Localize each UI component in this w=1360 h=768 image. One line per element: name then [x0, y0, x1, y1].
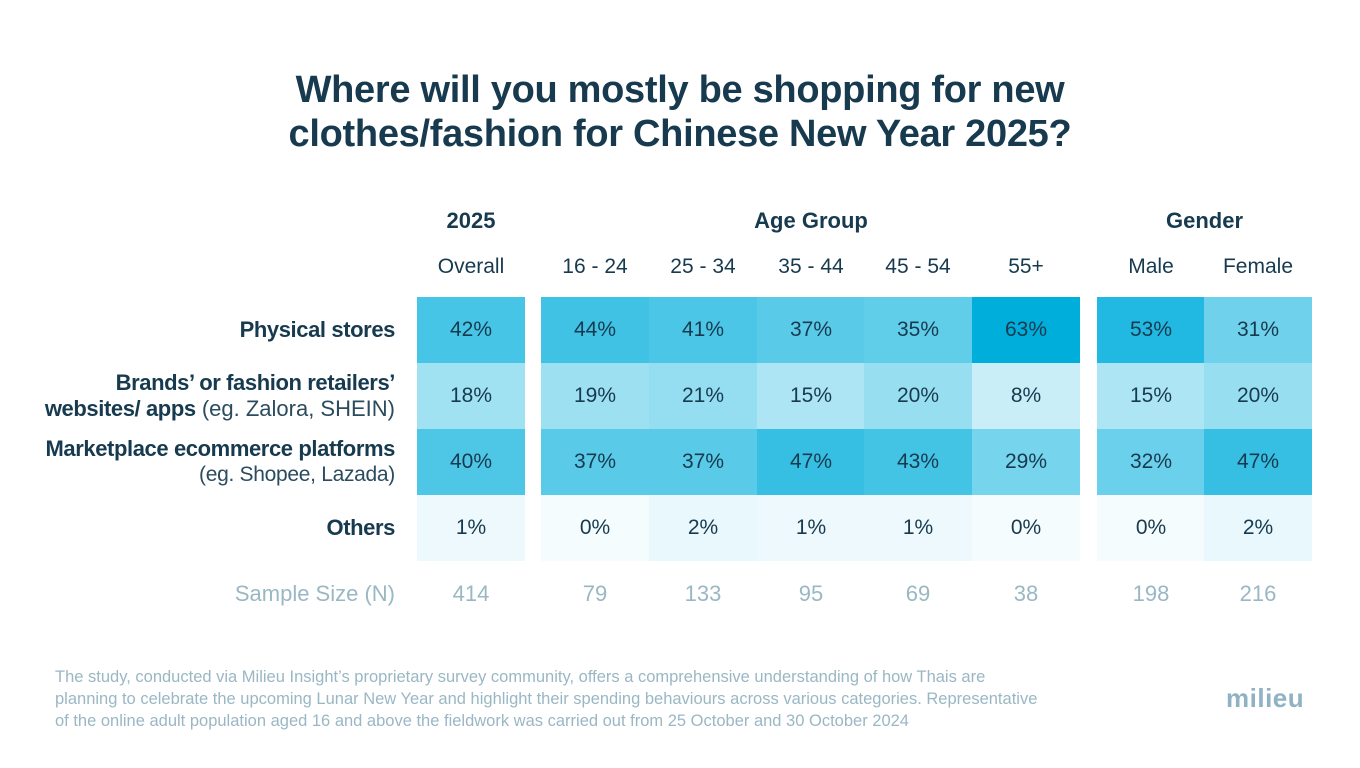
milieu-logo: milieu	[1226, 683, 1305, 713]
cell-female: 20%	[1204, 363, 1312, 429]
footnote: The study, conducted via Milieu Insight’…	[55, 666, 1185, 732]
col-header-male: Male	[1128, 255, 1174, 278]
sample-size-overall: 414	[452, 581, 490, 606]
cell-male: 32%	[1097, 429, 1205, 495]
row-label-physical-stores: Physical stores	[0, 297, 396, 363]
cell-45-54: 20%	[864, 363, 972, 429]
col-header-35-44: 35 - 44	[778, 255, 844, 278]
row-label-text-2: websites/ apps	[44, 396, 196, 421]
cell-35-44: 15%	[757, 363, 865, 429]
footnote-line-2: planning to celebrate the upcoming Lunar…	[55, 690, 1038, 708]
cell-male: 15%	[1097, 363, 1205, 429]
chart-title-line-2: clothes/fashion for Chinese New Year 202…	[288, 113, 1072, 155]
group-header-gender: Gender	[1165, 208, 1244, 233]
col-header-16-24: 16 - 24	[562, 255, 628, 278]
cell-overall: 42%	[417, 297, 525, 363]
cell-female: 31%	[1204, 297, 1312, 363]
cell-55-plus: 8%	[972, 363, 1080, 429]
row-sublabel: (eg. Zalora, SHEIN)	[195, 396, 395, 421]
cell-35-44: 37%	[757, 297, 865, 363]
sample-size-male: 198	[1132, 581, 1170, 606]
col-header-female: Female	[1222, 255, 1294, 278]
chart-title: Where will you mostly be shopping for ne…	[180, 68, 1180, 156]
row-sublabel: (eg. Shopee, Lazada)	[199, 463, 395, 486]
row-label-text: Others	[326, 515, 395, 540]
cell-35-44: 47%	[757, 429, 865, 495]
footnote-line-3: of the online adult population aged 16 a…	[55, 712, 909, 730]
sample-size-55-plus: 38	[1013, 581, 1039, 606]
sample-size-45-54: 69	[905, 581, 931, 606]
cell-45-54: 35%	[864, 297, 972, 363]
row-label-text: Physical stores	[239, 317, 396, 342]
cell-overall: 18%	[417, 363, 525, 429]
cell-55-plus: 63%	[972, 297, 1080, 363]
sample-size-25-34: 133	[684, 581, 722, 606]
row-label-text: Marketplace ecommerce platforms	[45, 436, 395, 461]
row-label-marketplace: Marketplace ecommerce platforms (eg. Sho…	[0, 429, 395, 495]
cell-overall: 1%	[417, 495, 525, 561]
cell-45-54: 43%	[864, 429, 972, 495]
cell-35-44: 1%	[757, 495, 865, 561]
sample-size-16-24: 79	[582, 581, 608, 606]
chart-title-line-1: Where will you mostly be shopping for ne…	[295, 69, 1065, 111]
row-label-brands-websites: Brands’ or fashion retailers’ websites/ …	[0, 363, 396, 429]
cell-55-plus: 0%	[972, 495, 1080, 561]
cell-45-54: 1%	[864, 495, 972, 561]
row-label-others: Others	[0, 495, 395, 561]
col-header-55-plus: 55+	[1008, 255, 1044, 278]
cell-25-34: 41%	[649, 297, 757, 363]
col-header-45-54: 45 - 54	[885, 255, 951, 278]
cell-16-24: 0%	[541, 495, 649, 561]
cell-16-24: 19%	[541, 363, 649, 429]
cell-25-34: 37%	[649, 429, 757, 495]
cell-overall: 40%	[417, 429, 525, 495]
cell-male: 0%	[1097, 495, 1205, 561]
group-header-age: Age Group	[754, 208, 868, 233]
cell-25-34: 21%	[649, 363, 757, 429]
cell-male: 53%	[1097, 297, 1205, 363]
footnote-line-1: The study, conducted via Milieu Insight’…	[55, 668, 986, 686]
cell-55-plus: 29%	[972, 429, 1080, 495]
group-header-2025: 2025	[446, 208, 496, 233]
sample-size-label: Sample Size (N)	[234, 581, 395, 606]
cell-female: 2%	[1204, 495, 1312, 561]
col-header-overall: Overall	[437, 255, 505, 278]
row-label-text: Brands’ or fashion retailers’	[115, 370, 396, 395]
sample-size-35-44: 95	[798, 581, 824, 606]
cell-25-34: 2%	[649, 495, 757, 561]
cell-16-24: 37%	[541, 429, 649, 495]
cell-female: 47%	[1204, 429, 1312, 495]
col-header-25-34: 25 - 34	[670, 255, 736, 278]
row-label-line2: websites/ apps (eg. Zalora, SHEIN)	[45, 396, 395, 422]
cell-16-24: 44%	[541, 297, 649, 363]
sample-size-female: 216	[1239, 581, 1277, 606]
